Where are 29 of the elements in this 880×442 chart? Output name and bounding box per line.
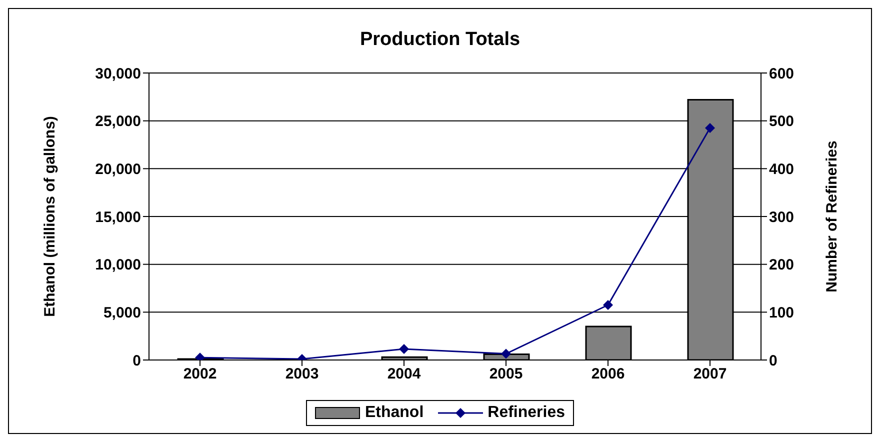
chart-title: Production Totals (358, 29, 522, 51)
point (705, 123, 715, 134)
legend-label: Refineries (486, 404, 566, 422)
x-tick-label: 2005 (489, 366, 523, 383)
y-tick-label: 30,000 (95, 65, 141, 82)
y2-axis-title: Number of Refineries (823, 140, 840, 292)
point (399, 344, 409, 354)
y-axis-title: Ethanol (millions of gallons) (41, 116, 58, 317)
y2-tick-label: 400 (769, 160, 794, 178)
x-tick-label: 2007 (693, 366, 727, 383)
legend-label: Ethanol (364, 404, 424, 422)
x-tick-label: 2006 (591, 366, 625, 383)
y2-tick-label: 500 (769, 113, 794, 130)
y-tick-label: 25,000 (95, 113, 141, 130)
y-tick-label: 10,000 (95, 256, 141, 274)
y-tick-label: 15,000 (95, 208, 141, 226)
x-tick-label: 2003 (285, 366, 319, 383)
y2-tick-label: 600 (769, 65, 794, 82)
y2-tick-label: 300 (769, 208, 794, 226)
y2-tick-label: 200 (769, 256, 794, 274)
y-tick-label: 0 (132, 352, 141, 370)
point (501, 348, 511, 359)
y2-tick-label: 0 (769, 352, 778, 370)
x-tick-label: 2004 (387, 366, 422, 383)
y-tick-label: 5,000 (103, 304, 141, 322)
y2-tick-label: 100 (769, 304, 794, 322)
point (603, 300, 613, 310)
x-tick-label: 2002 (183, 366, 217, 383)
y-tick-label: 20,000 (95, 160, 141, 178)
